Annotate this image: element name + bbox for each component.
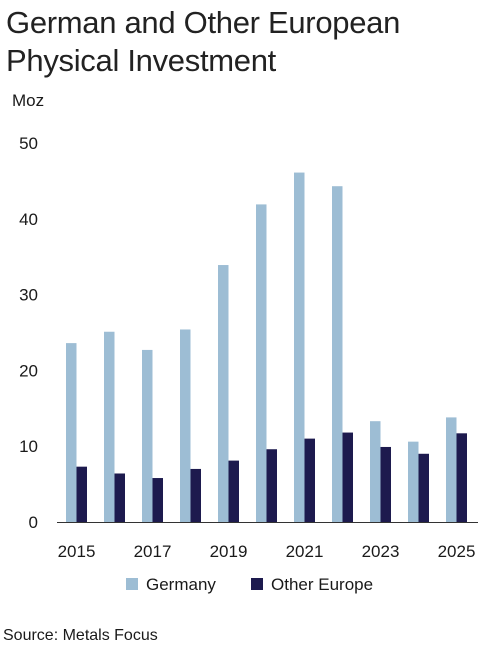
x-tick-label: 2017 bbox=[134, 542, 172, 561]
bar-germany-2024 bbox=[408, 441, 419, 522]
bar-germany-2017 bbox=[142, 349, 153, 522]
chart-title: German and Other European Physical Inves… bbox=[6, 5, 401, 78]
bar-germany-2015 bbox=[66, 343, 77, 522]
x-tick-label: 2025 bbox=[438, 542, 476, 561]
legend-swatch-germany bbox=[126, 578, 138, 590]
bar-other-europe-2020 bbox=[266, 449, 277, 522]
legend-label-germany: Germany bbox=[146, 575, 216, 594]
x-tick-label: 2021 bbox=[286, 542, 324, 561]
legend-label-other-europe: Other Europe bbox=[271, 575, 373, 594]
bar-other-europe-2019 bbox=[228, 460, 239, 522]
y-tick-label: 30 bbox=[19, 286, 38, 305]
x-tick-label: 2015 bbox=[58, 542, 96, 561]
bar-other-europe-2015 bbox=[76, 466, 87, 522]
legend: Germany Other Europe bbox=[126, 575, 373, 594]
x-axis: 2015 2017 2019 2021 2023 2025 bbox=[58, 542, 476, 561]
bar-other-europe-2021 bbox=[304, 438, 315, 522]
bar-series-group bbox=[66, 172, 467, 522]
bar-germany-2018 bbox=[180, 329, 191, 522]
bar-germany-2023 bbox=[370, 421, 381, 522]
bar-other-europe-2022 bbox=[342, 432, 353, 522]
bar-other-europe-2018 bbox=[190, 468, 201, 522]
y-tick-label: 10 bbox=[19, 437, 38, 456]
bar-other-europe-2025 bbox=[456, 433, 467, 522]
y-tick-label: 50 bbox=[19, 134, 38, 153]
bar-other-europe-2016 bbox=[114, 473, 125, 522]
bar-germany-2021 bbox=[294, 172, 305, 522]
x-tick-label: 2023 bbox=[362, 542, 400, 561]
y-tick-label: 0 bbox=[29, 513, 38, 532]
x-tick-label: 2019 bbox=[210, 542, 248, 561]
y-axis: 0 10 20 30 40 50 bbox=[19, 134, 38, 532]
bar-other-europe-2023 bbox=[380, 446, 391, 522]
bar-germany-2025 bbox=[446, 417, 457, 522]
bar-germany-2016 bbox=[104, 331, 115, 522]
bar-other-europe-2024 bbox=[418, 453, 429, 522]
bar-germany-2019 bbox=[218, 265, 229, 522]
bar-germany-2020 bbox=[256, 204, 267, 522]
legend-swatch-other-europe bbox=[251, 578, 263, 590]
source-note: Source: Metals Focus bbox=[3, 627, 158, 644]
y-tick-label: 40 bbox=[19, 210, 38, 229]
y-axis-unit-label: Moz bbox=[12, 91, 45, 110]
y-tick-label: 20 bbox=[19, 361, 38, 380]
bar-germany-2022 bbox=[332, 186, 343, 522]
bar-other-europe-2017 bbox=[152, 478, 163, 522]
